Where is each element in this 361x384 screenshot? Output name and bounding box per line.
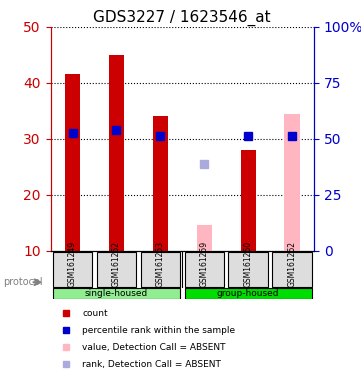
Text: GSM161252: GSM161252	[112, 241, 121, 287]
Text: protocol: protocol	[4, 277, 43, 287]
Text: group-housed: group-housed	[217, 289, 279, 298]
FancyBboxPatch shape	[229, 252, 268, 287]
Bar	[240, 150, 256, 250]
Text: count: count	[82, 309, 108, 318]
Bar	[153, 116, 168, 250]
Bar	[197, 225, 212, 250]
FancyBboxPatch shape	[140, 252, 180, 287]
Bar	[284, 114, 300, 250]
FancyBboxPatch shape	[272, 252, 312, 287]
Text: GSM161253: GSM161253	[156, 241, 165, 287]
Text: GSM161259: GSM161259	[200, 241, 209, 287]
FancyBboxPatch shape	[53, 252, 92, 287]
Text: GSM161249: GSM161249	[68, 241, 77, 287]
Text: percentile rank within the sample: percentile rank within the sample	[82, 326, 235, 335]
FancyBboxPatch shape	[184, 288, 312, 300]
Bar	[65, 74, 80, 250]
Text: GSM161262: GSM161262	[288, 241, 297, 287]
Title: GDS3227 / 1623546_at: GDS3227 / 1623546_at	[93, 9, 271, 25]
FancyBboxPatch shape	[53, 288, 180, 300]
FancyBboxPatch shape	[184, 252, 224, 287]
Text: rank, Detection Call = ABSENT: rank, Detection Call = ABSENT	[82, 359, 221, 369]
FancyBboxPatch shape	[97, 252, 136, 287]
Text: single-housed: single-housed	[85, 289, 148, 298]
Text: GSM161260: GSM161260	[244, 241, 253, 287]
Bar	[109, 55, 124, 250]
Text: value, Detection Call = ABSENT: value, Detection Call = ABSENT	[82, 343, 226, 352]
